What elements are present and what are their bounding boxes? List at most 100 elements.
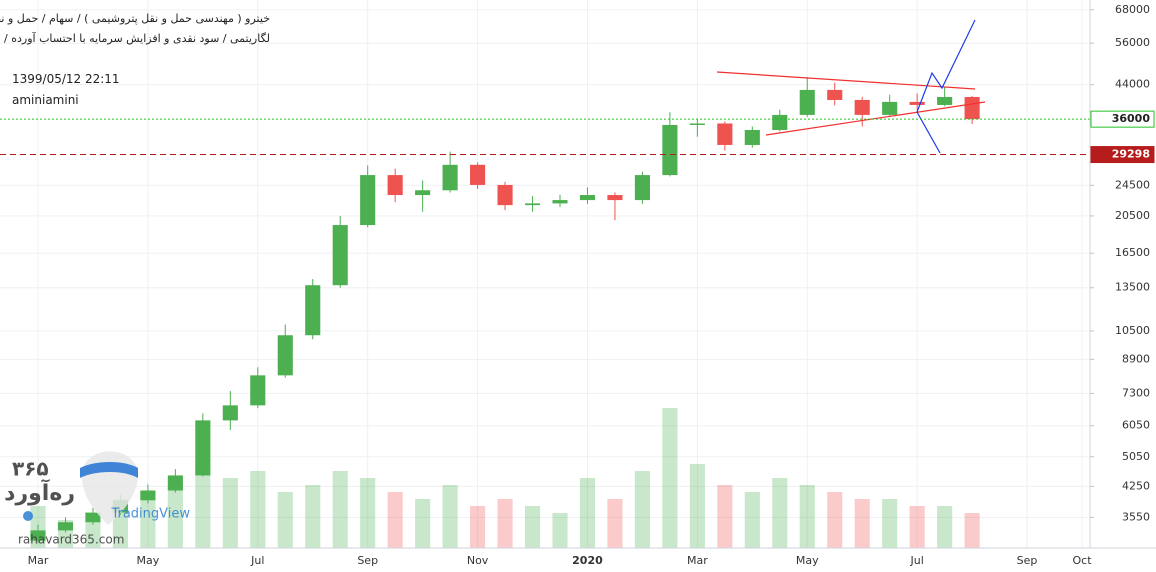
x-tick-label: Mar — [28, 554, 49, 567]
candle-body — [744, 129, 760, 145]
candle-body — [387, 175, 403, 196]
candle-body — [909, 101, 925, 105]
volume-bar — [250, 471, 266, 548]
volume-bar — [167, 485, 183, 548]
volume-bar — [195, 464, 211, 548]
x-tick-label: Nov — [467, 554, 489, 567]
credit-text: TradingView — [110, 507, 190, 522]
volume-bar — [470, 506, 486, 548]
candle-body — [772, 114, 788, 130]
x-tick-label: Jul — [910, 554, 924, 567]
volume-bar — [579, 478, 596, 548]
y-tick-label: 5050 — [1122, 450, 1150, 463]
candle-body — [470, 164, 486, 185]
candle-body — [827, 89, 843, 100]
chart-subtitle: لگاریتمی / سود نقدی و افزایش سرمایه با ا… — [4, 32, 270, 45]
price-label: 36000 — [1112, 112, 1151, 125]
y-tick-label: 6050 — [1122, 419, 1150, 432]
x-tick-label: Jul — [250, 554, 264, 567]
volume-bar — [689, 464, 705, 548]
drawings — [716, 19, 986, 154]
trend-line — [716, 71, 976, 90]
chart-title: خیترو ( مهندسی حمل و نقل پتروشیمی ) / سه… — [0, 12, 270, 25]
logo-band — [80, 462, 138, 478]
projection-line — [916, 19, 976, 113]
volume-bar — [222, 478, 238, 548]
volume-bar — [360, 478, 376, 548]
volume-bar — [442, 485, 458, 548]
volume-bar — [854, 499, 870, 548]
candle-body — [250, 375, 266, 406]
x-tick-label: May — [796, 554, 819, 567]
volume-bar — [772, 478, 788, 548]
candle-body — [140, 490, 156, 501]
y-tick-label: 13500 — [1115, 281, 1150, 294]
site-text: rahavard365.com — [18, 533, 124, 547]
candle-body — [634, 175, 650, 201]
volume-bar — [799, 485, 815, 548]
volume-bar — [964, 513, 980, 548]
volume-bar — [497, 499, 513, 548]
candle-body — [717, 123, 733, 145]
candle-body — [222, 405, 238, 421]
y-tick-label: 44000 — [1115, 78, 1150, 91]
candle-body — [799, 89, 815, 115]
volume-bar — [634, 471, 650, 548]
y-tick-label: 20500 — [1115, 209, 1150, 222]
timestamp: 1399/05/12 22:11 — [12, 72, 120, 86]
trend-line — [765, 101, 986, 136]
volume-bar — [277, 492, 293, 548]
volume-bar — [717, 485, 733, 548]
y-tick-label: 16500 — [1115, 246, 1150, 259]
price-label-box — [1090, 110, 1155, 128]
candle-body — [195, 420, 211, 476]
volume-bar — [909, 506, 925, 548]
y-tick-label: 3550 — [1122, 510, 1150, 523]
y-tick-label: 8900 — [1122, 352, 1150, 365]
volume-bar — [524, 506, 541, 548]
y-tick-label: 56000 — [1115, 36, 1150, 49]
x-tick-label: Sep — [357, 554, 378, 567]
candle-body — [167, 475, 183, 491]
candle-body — [497, 184, 513, 206]
candle-body — [277, 335, 293, 376]
candle-body — [442, 164, 458, 191]
candle-body — [30, 530, 46, 541]
x-tick-label: May — [137, 554, 160, 567]
candle-body — [662, 124, 678, 176]
candle-body — [607, 195, 623, 201]
volume-bar — [387, 492, 403, 548]
candle-body — [689, 123, 705, 125]
y-tick-label: 4250 — [1122, 479, 1150, 492]
candle-body — [360, 175, 376, 226]
logo-number: ۳۶۵ — [12, 457, 49, 481]
volume-bar — [662, 408, 678, 548]
volume-bar — [552, 513, 568, 548]
price-label-box — [1090, 146, 1155, 164]
volume-bar — [332, 471, 348, 548]
candle-body — [882, 101, 898, 115]
logo-text: ره‌آورد — [4, 478, 75, 506]
y-tick-label: 24500 — [1115, 178, 1150, 191]
volume-bar — [827, 492, 843, 548]
volume-bar — [607, 499, 623, 548]
volume-bar — [140, 492, 156, 548]
candle-body — [85, 512, 101, 523]
candle-body — [937, 96, 953, 105]
volume-bar — [305, 485, 321, 548]
candle-body — [57, 522, 74, 531]
candle-body — [854, 99, 870, 115]
candle-body — [524, 203, 541, 206]
y-tick-label: 10500 — [1115, 324, 1150, 337]
candle-body — [332, 225, 348, 286]
candle-body — [964, 96, 980, 120]
volume-bar — [882, 499, 898, 548]
candle-body — [552, 200, 568, 204]
x-tick-label: Sep — [1017, 554, 1038, 567]
plot-area — [0, 0, 1090, 548]
candle-body — [415, 190, 431, 196]
volume-layer — [30, 408, 980, 548]
author: aminiamini — [12, 93, 79, 107]
